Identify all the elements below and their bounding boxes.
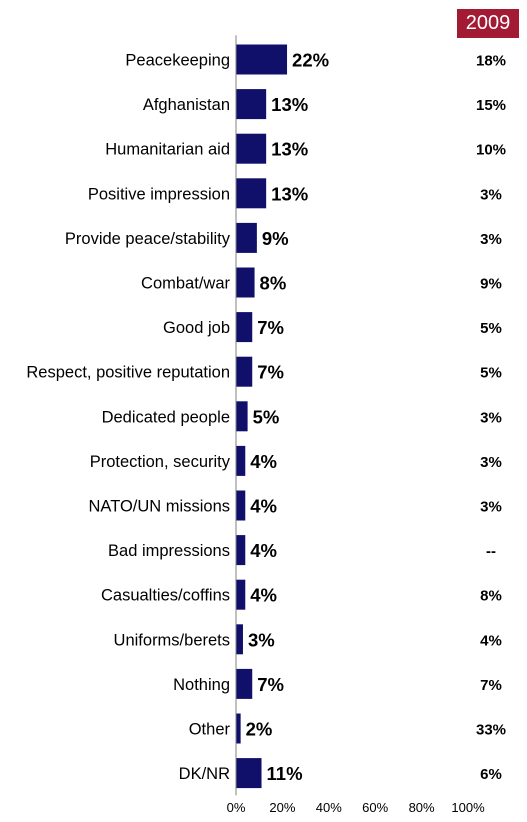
x-tick-label: 80% [409, 800, 435, 815]
bar-nato-un-missions [236, 490, 246, 521]
value-label-respect-positive-reputation: 7% [257, 362, 284, 383]
category-label-dk-nr: DK/NR [179, 765, 230, 783]
value-label-casualties-coffins: 4% [250, 585, 277, 606]
category-label-casualties-coffins: Casualties/coffins [101, 587, 230, 605]
category-label-protection-security: Protection, security [90, 453, 231, 471]
value-label-peacekeeping: 22% [292, 50, 329, 71]
value-label-provide-peace-stability: 9% [262, 228, 289, 249]
category-label-afghanistan: Afghanistan [143, 96, 230, 114]
comparison-value-good-job: 5% [480, 320, 502, 337]
value-label-good-job: 7% [257, 317, 284, 338]
value-label-afghanistan: 13% [271, 94, 308, 115]
comparison-value-combat-war: 9% [480, 276, 502, 293]
comparison-value-nato-un-missions: 3% [480, 499, 502, 516]
comparison-value-protection-security: 3% [480, 454, 502, 471]
x-tick-label: 20% [269, 800, 295, 815]
category-label-humanitarian-aid: Humanitarian aid [105, 141, 230, 159]
x-tick-label: 0% [227, 800, 246, 815]
x-tick-label: 40% [316, 800, 342, 815]
category-label-nato-un-missions: NATO/UN missions [89, 498, 231, 516]
bar-humanitarian-aid [236, 133, 267, 164]
comparison-value-humanitarian-aid: 10% [476, 142, 506, 159]
value-label-uniforms-berets: 3% [248, 629, 275, 650]
value-label-other: 2% [246, 719, 273, 740]
comparison-value-casualties-coffins: 8% [480, 588, 502, 605]
category-label-positive-impression: Positive impression [88, 185, 230, 203]
comparison-year-badge: 2009 [457, 9, 519, 38]
bar-provide-peace-stability [236, 222, 257, 253]
value-label-positive-impression: 13% [271, 183, 308, 204]
category-label-uniforms-berets: Uniforms/berets [114, 631, 230, 649]
category-label-combat-war: Combat/war [141, 275, 230, 293]
bar-protection-security [236, 445, 246, 476]
bar-combat-war [236, 267, 255, 298]
bar-good-job [236, 312, 253, 343]
comparison-value-bad-impressions: -- [486, 543, 496, 560]
comparison-value-afghanistan: 15% [476, 97, 506, 114]
x-tick-label: 60% [362, 800, 388, 815]
bar-uniforms-berets [236, 624, 243, 655]
bar-positive-impression [236, 178, 267, 209]
bar-dedicated-people [236, 401, 248, 432]
bar-casualties-coffins [236, 579, 246, 610]
comparison-value-uniforms-berets: 4% [480, 632, 502, 649]
bar-afghanistan [236, 89, 267, 120]
category-label-dedicated-people: Dedicated people [102, 408, 230, 426]
bar-nothing [236, 668, 253, 699]
bar-respect-positive-reputation [236, 356, 253, 387]
value-label-protection-security: 4% [250, 451, 277, 472]
comparison-value-peacekeeping: 18% [476, 53, 506, 70]
bar-dk-nr [236, 758, 262, 789]
bar-other [236, 713, 241, 744]
value-label-humanitarian-aid: 13% [271, 139, 308, 160]
comparison-value-respect-positive-reputation: 5% [480, 365, 502, 382]
value-label-combat-war: 8% [260, 273, 287, 294]
comparison-value-nothing: 7% [480, 677, 502, 694]
value-label-nato-un-missions: 4% [250, 496, 277, 517]
category-label-other: Other [189, 721, 231, 739]
bar-bad-impressions [236, 535, 246, 566]
value-label-dk-nr: 11% [267, 763, 303, 784]
category-label-bad-impressions: Bad impressions [108, 542, 230, 560]
value-label-nothing: 7% [257, 674, 284, 695]
comparison-value-positive-impression: 3% [480, 186, 502, 203]
comparison-value-dedicated-people: 3% [480, 409, 502, 426]
comparison-value-dk-nr: 6% [480, 766, 502, 783]
category-label-peacekeeping: Peacekeeping [125, 52, 230, 70]
value-label-bad-impressions: 4% [250, 540, 277, 561]
x-tick-label: 100% [451, 800, 485, 815]
category-label-provide-peace-stability: Provide peace/stability [65, 230, 231, 248]
bar-peacekeeping [236, 44, 288, 75]
value-label-dedicated-people: 5% [253, 406, 280, 427]
comparison-value-provide-peace-stability: 3% [480, 231, 502, 248]
comparison-value-other: 33% [476, 722, 506, 739]
category-label-good-job: Good job [163, 319, 230, 337]
category-label-nothing: Nothing [173, 676, 230, 694]
category-label-respect-positive-reputation: Respect, positive reputation [26, 364, 230, 382]
